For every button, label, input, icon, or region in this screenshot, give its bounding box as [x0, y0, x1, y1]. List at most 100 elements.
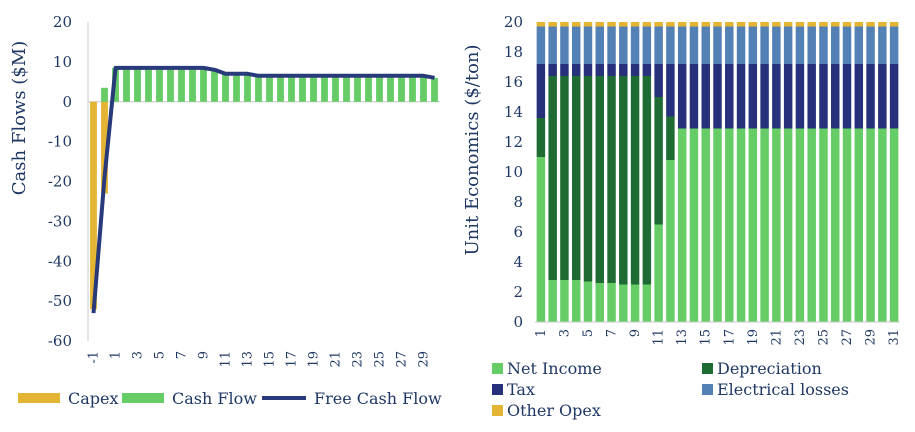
bar-segment-other-opex	[595, 22, 604, 27]
left-x-tick-label: 3	[131, 351, 146, 359]
bar-segment-other-opex	[560, 22, 569, 27]
bar-segment-tax	[713, 64, 722, 129]
bar-segment-other-opex	[677, 22, 687, 27]
bar-segment-depreciation	[536, 118, 546, 157]
bar-segment-net-income	[748, 128, 758, 322]
bar-segment-depreciation	[583, 76, 593, 282]
bar-cash-flow	[277, 75, 284, 102]
bar-segment-tax	[607, 64, 616, 76]
left-bars	[90, 67, 438, 310]
bar-cash-flow	[420, 75, 427, 102]
bar-segment-other-opex	[583, 22, 593, 27]
bar-segment-net-income	[666, 160, 675, 322]
right-x-tick-label: 29	[864, 329, 879, 346]
right-y-tick-label: 12	[504, 133, 523, 151]
bar-cash-flow	[244, 73, 251, 102]
left-legend: Capex Cash Flow Free Cash Flow	[18, 389, 442, 408]
bar-segment-tax	[536, 64, 546, 118]
legend-label: Net Income	[507, 359, 602, 378]
bar-segment-net-income	[760, 128, 769, 322]
right-x-tick-label: 3	[557, 329, 572, 337]
legend-label: Capex	[68, 389, 119, 408]
legend-swatch	[702, 363, 713, 374]
legend-swatch	[492, 405, 503, 416]
bar-segment-other-opex	[619, 22, 628, 27]
bar-segment-tax	[595, 64, 604, 76]
bar-segment-net-income	[548, 280, 557, 322]
bar-segment-electrical-losses	[889, 26, 899, 64]
right-x-tick-label: 15	[699, 329, 714, 346]
bar-segment-tax	[760, 64, 769, 129]
right-y-axis-label: Unit Economics ($/ton)	[462, 44, 483, 255]
legend-line-swatch	[262, 396, 306, 400]
bar-segment-net-income	[701, 128, 710, 322]
bar-segment-other-opex	[571, 22, 581, 27]
bar-segment-other-opex	[725, 22, 734, 27]
bar-cash-flow	[376, 75, 383, 102]
bar-segment-electrical-losses	[536, 26, 546, 64]
left-y-axis-label: Cash Flows ($M)	[9, 41, 30, 195]
bar-cash-flow	[145, 67, 152, 102]
bar-segment-electrical-losses	[630, 26, 640, 64]
right-x-tick-label: 25	[816, 329, 831, 346]
cash-flow-chart: Cash Flows ($M) 20100-10-20-30-40-50-60 …	[9, 13, 442, 408]
bar-cash-flow	[431, 77, 438, 102]
bar-cash-flow	[255, 75, 262, 102]
bar-cash-flow	[299, 75, 306, 102]
bar-segment-other-opex	[889, 22, 899, 27]
bar-cash-flow	[332, 75, 339, 102]
bar-segment-tax	[878, 64, 887, 129]
bar-segment-net-income	[795, 128, 805, 322]
left-x-tick-label: 17	[285, 351, 300, 368]
legend-label: Tax	[507, 380, 535, 399]
bar-segment-other-opex	[866, 22, 875, 27]
right-y-tick-label: 20	[504, 13, 523, 31]
right-y-tick-label: 14	[504, 103, 523, 121]
bar-segment-electrical-losses	[654, 26, 663, 64]
bar-segment-other-opex	[630, 22, 640, 27]
right-x-tick-label: 27	[840, 329, 855, 346]
bar-segment-tax	[748, 64, 758, 129]
bar-segment-net-income	[677, 128, 687, 322]
bar-segment-net-income	[595, 283, 604, 322]
bar-cash-flow	[409, 75, 416, 102]
bar-cash-flow	[123, 67, 130, 102]
legend-label: Free Cash Flow	[314, 389, 442, 408]
right-x-tick-label: 31	[887, 329, 902, 346]
right-x-tick-label: 5	[581, 329, 596, 337]
bar-segment-electrical-losses	[736, 26, 746, 64]
right-x-tick-label: 9	[628, 329, 643, 337]
left-x-tick-label: 7	[175, 351, 190, 359]
bar-segment-tax	[677, 64, 687, 129]
bar-segment-net-income	[689, 128, 699, 322]
bar-segment-electrical-losses	[642, 26, 652, 64]
left-y-ticks: 20 10 0 -10 -20 -30 -40 -50 -60	[48, 13, 72, 350]
bar-segment-other-opex	[772, 22, 781, 27]
bar-segment-electrical-losses	[748, 26, 758, 64]
bar-segment-tax	[889, 64, 899, 129]
bar-cash-flow	[167, 67, 174, 102]
bar-segment-depreciation	[607, 76, 616, 283]
bar-segment-depreciation	[630, 76, 640, 285]
right-x-tick-label: 11	[652, 329, 667, 346]
bar-segment-net-income	[854, 128, 864, 322]
bar-segment-tax	[560, 64, 569, 76]
bar-segment-electrical-losses	[783, 26, 793, 64]
bar-segment-depreciation	[560, 76, 569, 280]
bar-segment-net-income	[583, 281, 593, 322]
bar-segment-electrical-losses	[689, 26, 699, 64]
bar-segment-other-opex	[783, 22, 793, 27]
bar-segment-other-opex	[607, 22, 616, 27]
right-x-tick-label: 19	[746, 329, 761, 346]
bar-segment-tax	[666, 64, 675, 117]
legend-label: Electrical losses	[717, 380, 849, 399]
bar-segment-electrical-losses	[713, 26, 722, 64]
bar-cash-flow	[200, 67, 207, 102]
bar-segment-net-income	[536, 157, 546, 322]
bar-segment-tax	[854, 64, 864, 129]
bar-cash-flow	[343, 75, 350, 102]
bar-segment-tax	[842, 64, 852, 129]
bar-segment-tax	[819, 64, 828, 129]
bar-segment-other-opex	[819, 22, 828, 27]
